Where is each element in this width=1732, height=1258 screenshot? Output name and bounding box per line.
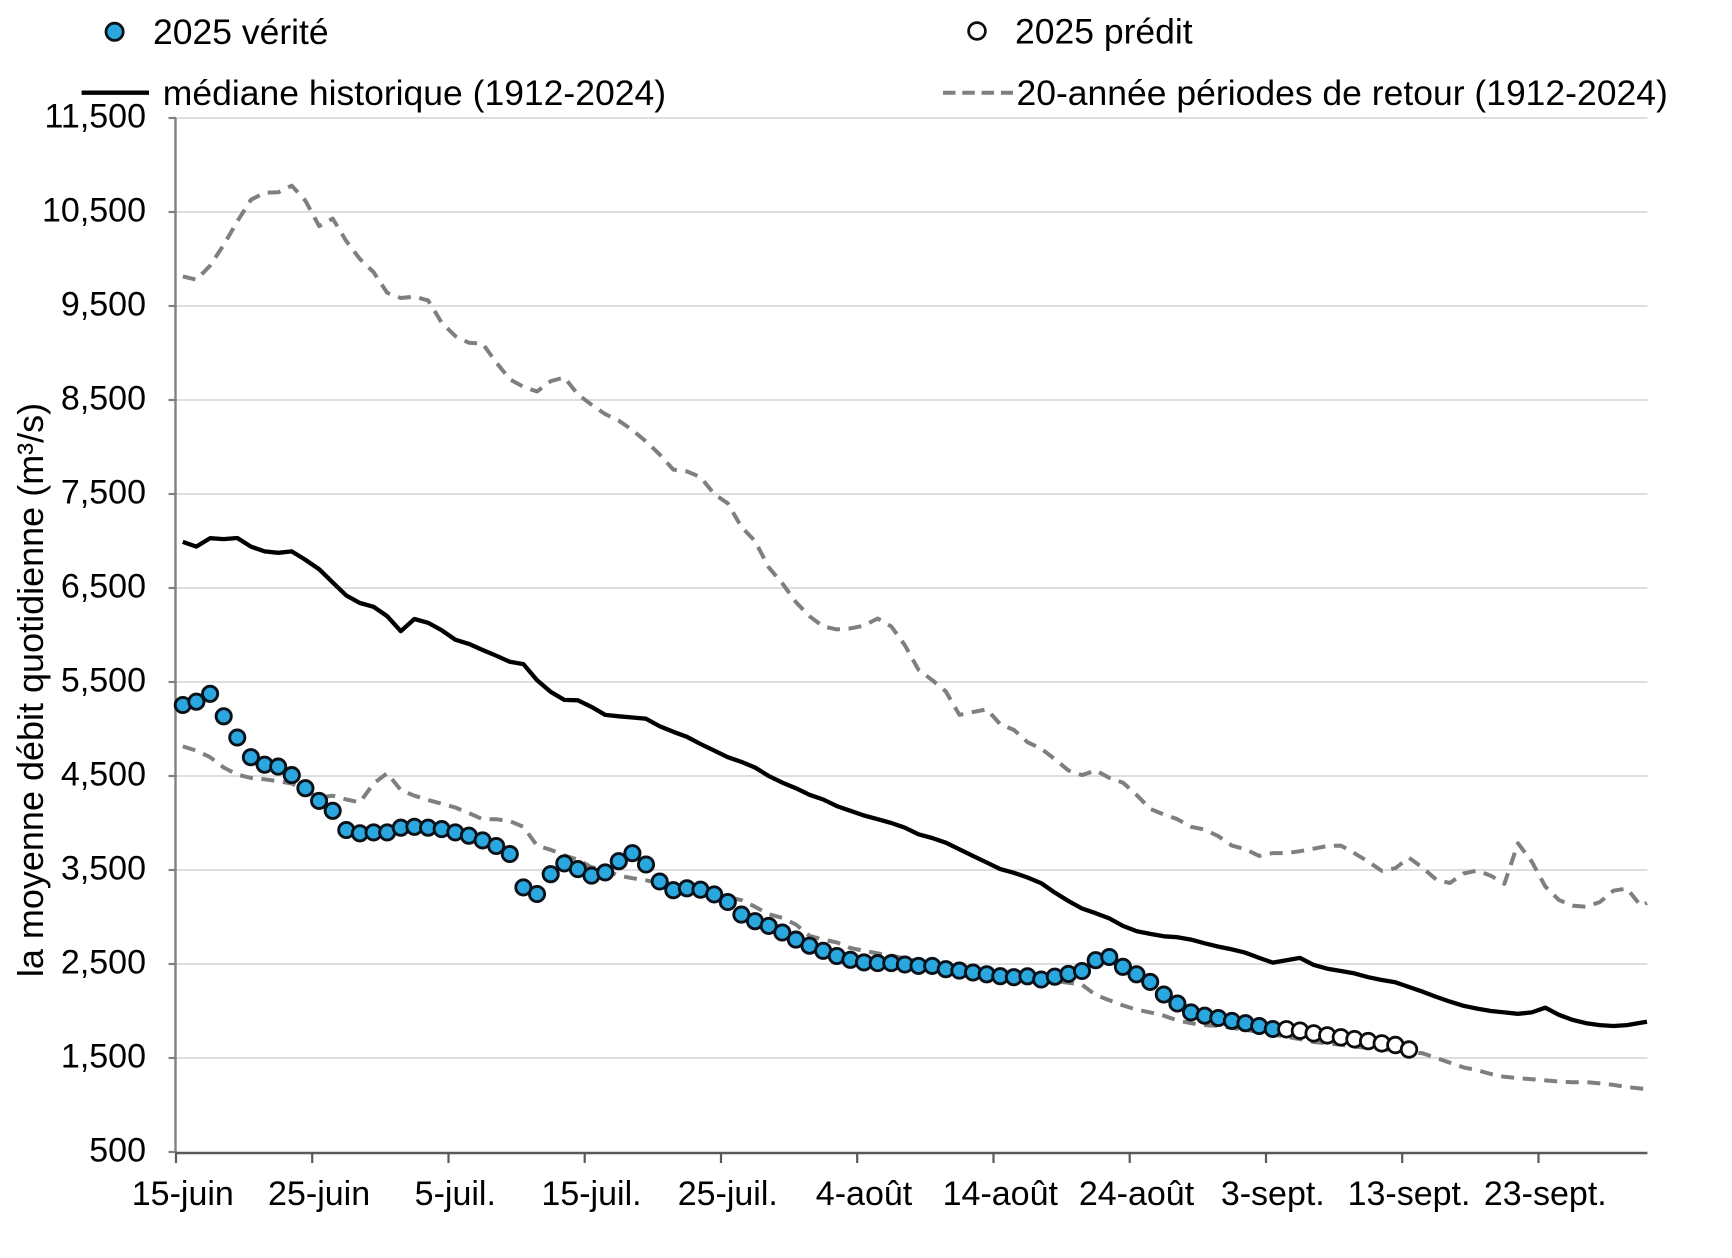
svg-text:11,500: 11,500 bbox=[45, 98, 146, 136]
svg-text:6,500: 6,500 bbox=[61, 568, 146, 606]
svg-text:500: 500 bbox=[89, 1132, 146, 1170]
svg-text:15-juil.: 15-juil. bbox=[541, 1175, 641, 1213]
svg-text:14-août: 14-août bbox=[943, 1175, 1059, 1213]
svg-text:1,500: 1,500 bbox=[61, 1038, 146, 1076]
svg-text:2025 prédit: 2025 prédit bbox=[1015, 11, 1193, 51]
svg-text:24-août: 24-août bbox=[1079, 1175, 1195, 1213]
svg-text:8,500: 8,500 bbox=[61, 380, 146, 418]
svg-text:5,500: 5,500 bbox=[61, 662, 146, 700]
svg-text:3,500: 3,500 bbox=[61, 850, 146, 888]
svg-text:13-sept.: 13-sept. bbox=[1348, 1175, 1471, 1213]
svg-text:la moyenne débit quotidienne (: la moyenne débit quotidienne (m³/s) bbox=[10, 403, 51, 977]
svg-text:5-juil.: 5-juil. bbox=[415, 1175, 496, 1213]
svg-text:2025 vérité: 2025 vérité bbox=[153, 12, 329, 52]
svg-text:20-année périodes de retour (1: 20-année périodes de retour (1912-2024) bbox=[1017, 73, 1668, 113]
svg-text:4-août: 4-août bbox=[816, 1175, 913, 1213]
svg-text:9,500: 9,500 bbox=[61, 286, 146, 324]
svg-text:médiane historique (1912-2024): médiane historique (1912-2024) bbox=[163, 73, 666, 113]
svg-text:15-juin: 15-juin bbox=[132, 1175, 234, 1213]
svg-text:4,500: 4,500 bbox=[61, 756, 146, 794]
svg-text:25-juin: 25-juin bbox=[268, 1175, 370, 1213]
svg-text:2,500: 2,500 bbox=[61, 944, 146, 982]
svg-text:7,500: 7,500 bbox=[61, 474, 146, 512]
svg-text:25-juil.: 25-juil. bbox=[678, 1175, 778, 1213]
svg-text:23-sept.: 23-sept. bbox=[1484, 1175, 1607, 1213]
svg-text:10,500: 10,500 bbox=[42, 192, 146, 230]
svg-text:3-sept.: 3-sept. bbox=[1221, 1175, 1325, 1213]
